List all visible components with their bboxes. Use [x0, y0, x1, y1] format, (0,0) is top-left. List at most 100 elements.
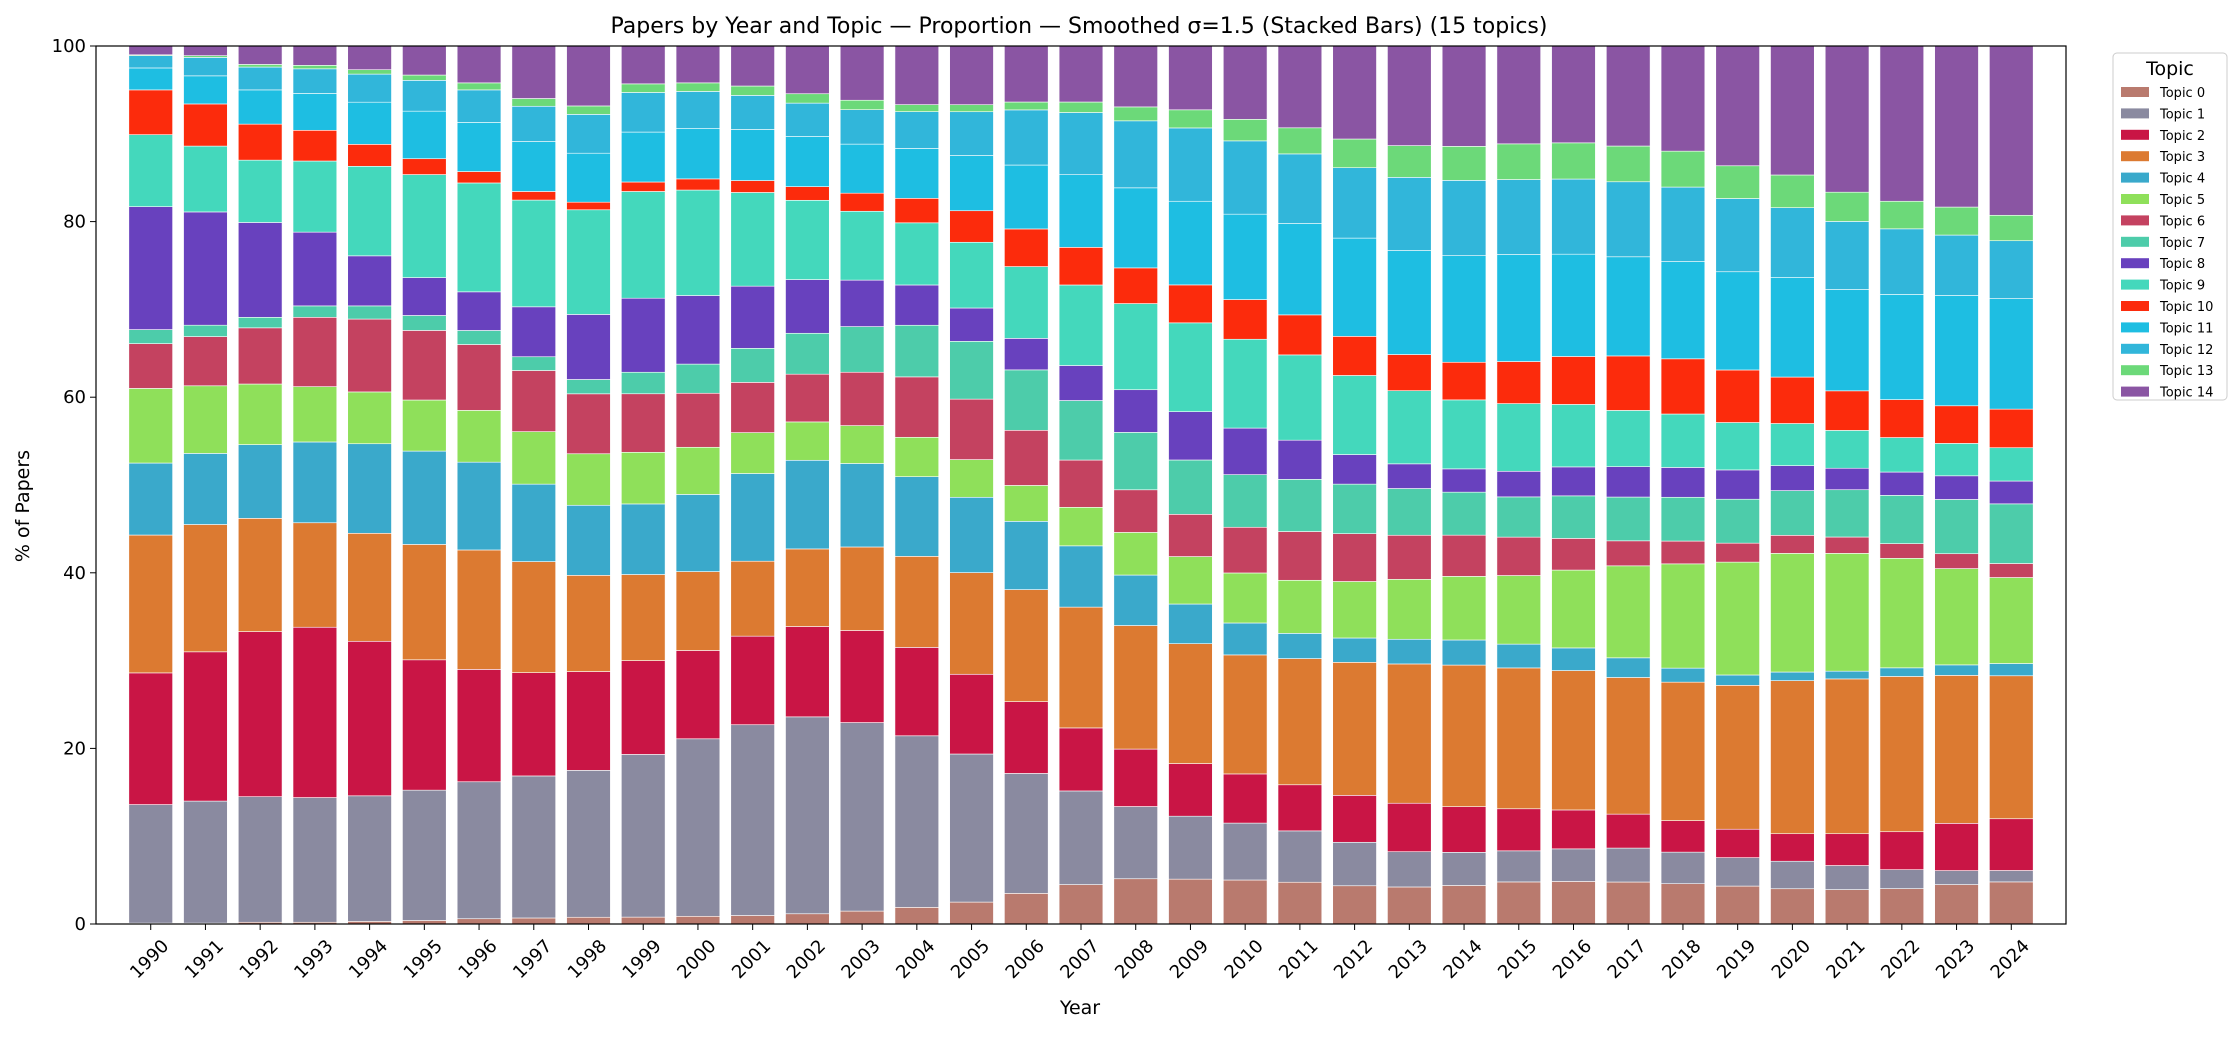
bar-segment: [1715, 857, 1760, 887]
bar-segment: [675, 571, 721, 651]
x-tick-label: 2000: [673, 936, 720, 983]
bar-segment: [675, 650, 721, 740]
bar-segment: [1222, 299, 1268, 340]
bar-segment: [1989, 45, 2034, 216]
legend-label: Topic 10: [2159, 300, 2213, 315]
bar-segment: [894, 907, 940, 925]
legend-swatch: [2121, 215, 2149, 226]
bar-segment: [1770, 833, 1815, 862]
bar-segment: [1879, 200, 1925, 230]
x-tick-label: 2020: [1768, 936, 1815, 983]
bar-segment: [566, 504, 611, 576]
bar-segment: [1770, 671, 1815, 681]
bar-segment: [456, 122, 502, 172]
bar-segment: [511, 356, 556, 371]
bar-segment: [183, 385, 228, 454]
bar-segment: [675, 738, 721, 917]
bar-segment: [1715, 674, 1760, 686]
bar-segment: [839, 546, 885, 631]
bar-segment: [949, 673, 994, 755]
bar-segment: [1113, 303, 1158, 391]
x-tick-label: 2001: [728, 936, 775, 983]
bar-segment: [949, 241, 994, 309]
bar-segment: [1113, 489, 1158, 533]
bar-segment: [785, 332, 830, 375]
bar-segment: [1222, 140, 1268, 215]
bar-segment: [894, 284, 940, 326]
bar-segment: [1387, 488, 1432, 536]
bar-segment: [1660, 540, 1706, 565]
bar-segment: [621, 754, 666, 918]
legend-swatch: [2121, 322, 2149, 333]
bar-segment: [1168, 45, 1213, 111]
bar-segment: [347, 305, 392, 320]
bar-segment: [1934, 568, 1979, 666]
bar-segment: [1989, 881, 2034, 925]
bar-segment: [1441, 534, 1487, 577]
x-tick-label: 2007: [1056, 936, 1103, 983]
bar-segment: [1824, 536, 1870, 554]
legend-swatch: [2121, 151, 2149, 162]
bar-segment: [1551, 356, 1596, 405]
bar-segment: [1387, 145, 1432, 178]
bar-segment: [566, 671, 611, 771]
bar-segment: [1113, 187, 1158, 269]
bar-segment: [1222, 822, 1268, 881]
bar-segment: [1441, 852, 1487, 886]
bar-segment: [949, 210, 994, 243]
bar-segment: [785, 102, 830, 137]
bar-segment: [1496, 808, 1541, 852]
y-axis-label: % of Papers: [12, 450, 34, 562]
bar-segment: [1113, 120, 1158, 189]
x-tick-label: 1996: [454, 936, 501, 983]
bar-segment: [1387, 354, 1432, 391]
bar-segment: [1004, 429, 1049, 486]
bar-segment: [1879, 495, 1925, 544]
bar-segment: [1879, 543, 1925, 559]
bar-segment: [511, 561, 556, 673]
bar-segment: [456, 344, 502, 411]
bar-segment: [128, 89, 173, 135]
bar-segment: [785, 199, 830, 280]
bar-segment: [1277, 881, 1323, 925]
bar-segment: [1824, 489, 1870, 538]
bar-segment: [237, 222, 283, 318]
bar-segment: [456, 410, 502, 463]
x-tick-label: 2003: [837, 936, 884, 983]
bar-segment: [1222, 622, 1268, 656]
bar-segment: [949, 398, 994, 460]
bar-segment: [1222, 654, 1268, 775]
bar-segment: [1715, 685, 1760, 830]
bar-segment: [1770, 174, 1815, 208]
bar-segment: [730, 45, 775, 87]
bar-segment: [183, 453, 228, 525]
bar-segment: [675, 189, 721, 296]
bar-segment: [511, 105, 556, 142]
bar-segment: [1441, 255, 1487, 363]
bar-segment: [456, 45, 502, 84]
bar-segment: [1824, 191, 1870, 222]
bar-segment: [566, 209, 611, 315]
bar-segment: [1004, 338, 1049, 371]
bar-segment: [621, 916, 666, 925]
bar-segment: [402, 330, 447, 401]
bar-segment: [1715, 422, 1760, 471]
bar-segment: [183, 103, 228, 147]
y-tick-label: 60: [63, 387, 86, 408]
bar-segment: [456, 549, 502, 670]
bar-segment: [456, 781, 502, 920]
bar-segment: [675, 45, 721, 84]
bar-segment: [1934, 443, 1979, 477]
bar-segment: [347, 144, 392, 167]
bar-segment: [1058, 507, 1104, 547]
bar-segment: [347, 73, 392, 103]
bar-segment: [894, 436, 940, 477]
bar-segment: [1168, 514, 1213, 557]
bar-segment: [1660, 667, 1706, 683]
bar-segment: [1660, 681, 1706, 821]
bar-segment: [292, 65, 338, 70]
x-tick-label: 2006: [1002, 936, 1049, 983]
bar-segment: [1441, 664, 1487, 807]
bar-segment: [1934, 405, 1979, 444]
bar-segment: [1441, 45, 1487, 147]
